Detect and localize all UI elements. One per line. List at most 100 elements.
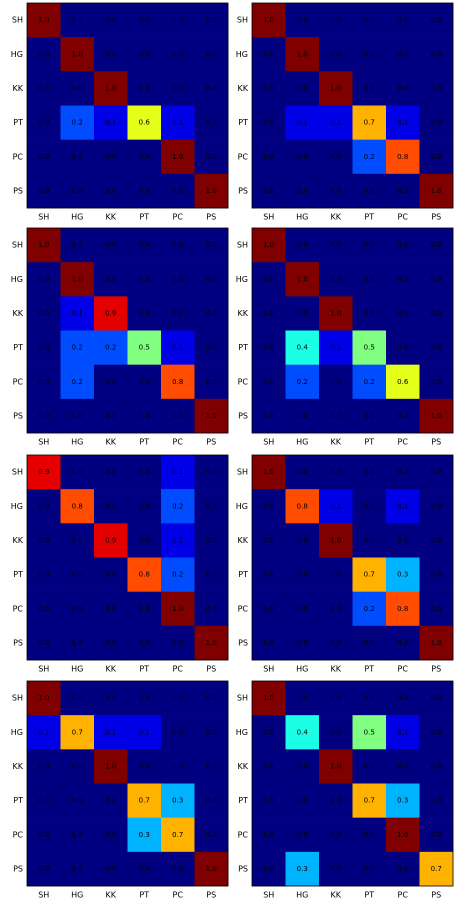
- heatmap-cell: [352, 330, 387, 365]
- cell-label: 0.0: [397, 344, 408, 352]
- heatmap-cell: [319, 262, 353, 297]
- cell-label: 0.0: [364, 468, 375, 476]
- heatmap-cell: [27, 455, 61, 490]
- cell-label: 0.0: [206, 571, 217, 579]
- heatmap-cell: [194, 37, 229, 72]
- x-tick-label: KK: [106, 213, 117, 222]
- heatmap-cell: [27, 783, 61, 818]
- heatmap-cell: [252, 139, 286, 175]
- x-tick-label: PC: [173, 891, 184, 900]
- heatmap-cell: [94, 139, 128, 175]
- heatmap-cell: [127, 783, 162, 818]
- heatmap-cell: [194, 625, 229, 661]
- heatmap-cell: [127, 3, 162, 38]
- heatmap-cell: [60, 749, 95, 784]
- cell-label: 0.0: [330, 639, 341, 647]
- cell-label: 0.1: [397, 502, 408, 510]
- heatmap-cell: [252, 557, 286, 592]
- cell-label: 0.0: [206, 275, 217, 283]
- x-tick-label: PC: [173, 213, 184, 222]
- plot-frame: [251, 680, 454, 887]
- cell-label: 0.0: [172, 694, 183, 702]
- cell-label: 0.1: [297, 119, 308, 127]
- cell-label: 0.0: [38, 187, 49, 195]
- x-tick-label: HG: [71, 665, 83, 674]
- cell-label: 0.0: [72, 16, 83, 24]
- cell-label: 1.0: [38, 16, 49, 24]
- heatmap-cell: [194, 851, 229, 887]
- heatmap-cell: [27, 3, 61, 38]
- heatmap-cell: [319, 398, 353, 434]
- y-tick-label: HG: [11, 502, 23, 511]
- y-tick-label: HG: [236, 275, 248, 284]
- cell-label: 0.0: [330, 728, 341, 736]
- heatmap-cell: [419, 523, 454, 558]
- heatmap-cell: [285, 330, 320, 365]
- y-tick-label: PS: [13, 411, 23, 420]
- heatmap-cell: [194, 783, 229, 818]
- heatmap-cell: [386, 625, 420, 661]
- cell-label: 0.0: [263, 275, 274, 283]
- cell-label: 0.0: [105, 378, 116, 386]
- heatmap-cell: [60, 330, 95, 365]
- heatmap-cell: [319, 625, 353, 661]
- x-tick-label: PT: [364, 438, 374, 447]
- y-tick-label: PC: [13, 604, 24, 613]
- cell-label: 1.0: [72, 275, 83, 283]
- cell-label: 0.0: [206, 241, 217, 249]
- heatmap-cell: [319, 173, 353, 209]
- cell-label: 0.0: [364, 762, 375, 770]
- y-tick-label: HG: [11, 50, 23, 59]
- x-tick-label: PC: [173, 665, 184, 674]
- heatmap-cell: [127, 364, 162, 400]
- y-tick-label: PS: [238, 864, 248, 873]
- cell-label: 0.1: [330, 344, 341, 352]
- cell-label: 0.0: [72, 153, 83, 161]
- y-tick-label: KK: [13, 84, 24, 93]
- x-tick-label: PS: [431, 891, 441, 900]
- y-tick-label: PC: [238, 152, 249, 161]
- cell-label: 0.0: [397, 412, 408, 420]
- cell-label: 1.0: [206, 865, 217, 873]
- y-tick-label: KK: [13, 536, 24, 545]
- cell-label: 0.0: [364, 50, 375, 58]
- heatmap-cell: [127, 296, 162, 331]
- cell-label: 0.0: [364, 502, 375, 510]
- heatmap-cell: [94, 557, 128, 592]
- heatmap-cell: [161, 71, 195, 106]
- heatmap-cell: [161, 364, 195, 400]
- cell-label: 0.0: [139, 50, 150, 58]
- heatmap-cell: [27, 817, 61, 853]
- plot-frame: [251, 454, 454, 661]
- heatmap-cell: [285, 749, 320, 784]
- cell-label: 0.0: [397, 50, 408, 58]
- heatmap-cell: [60, 228, 95, 263]
- heatmap-cell: [285, 715, 320, 750]
- heatmap-cell: [161, 37, 195, 72]
- y-tick-label: SH: [12, 241, 23, 250]
- cell-label: 0.0: [38, 275, 49, 283]
- cell-label: 0.7: [139, 797, 150, 805]
- heatmap-cell: [252, 173, 286, 209]
- heatmap-cell: [419, 455, 454, 490]
- cell-label: 0.0: [330, 187, 341, 195]
- cell-label: 0.0: [139, 187, 150, 195]
- cell-label: 0.0: [263, 309, 274, 317]
- heatmap-cell: [161, 681, 195, 716]
- heatmap-cell: [352, 851, 387, 887]
- heatmap-cell: [252, 262, 286, 297]
- cell-label: 0.0: [297, 412, 308, 420]
- y-tick-label: KK: [238, 536, 249, 545]
- cell-label: 1.0: [105, 762, 116, 770]
- heatmap-cell: [285, 523, 320, 558]
- x-tick-label: PT: [364, 891, 374, 900]
- cell-label: 0.0: [397, 694, 408, 702]
- y-tick-label: PC: [13, 830, 24, 839]
- heatmap-cell: [386, 455, 420, 490]
- cell-label: 0.3: [397, 797, 408, 805]
- heatmap-cell: [419, 330, 454, 365]
- heatmap-cell: [352, 398, 387, 434]
- heatmap-cell: [319, 783, 353, 818]
- cell-label: 0.0: [172, 16, 183, 24]
- heatmap-cell: [27, 37, 61, 72]
